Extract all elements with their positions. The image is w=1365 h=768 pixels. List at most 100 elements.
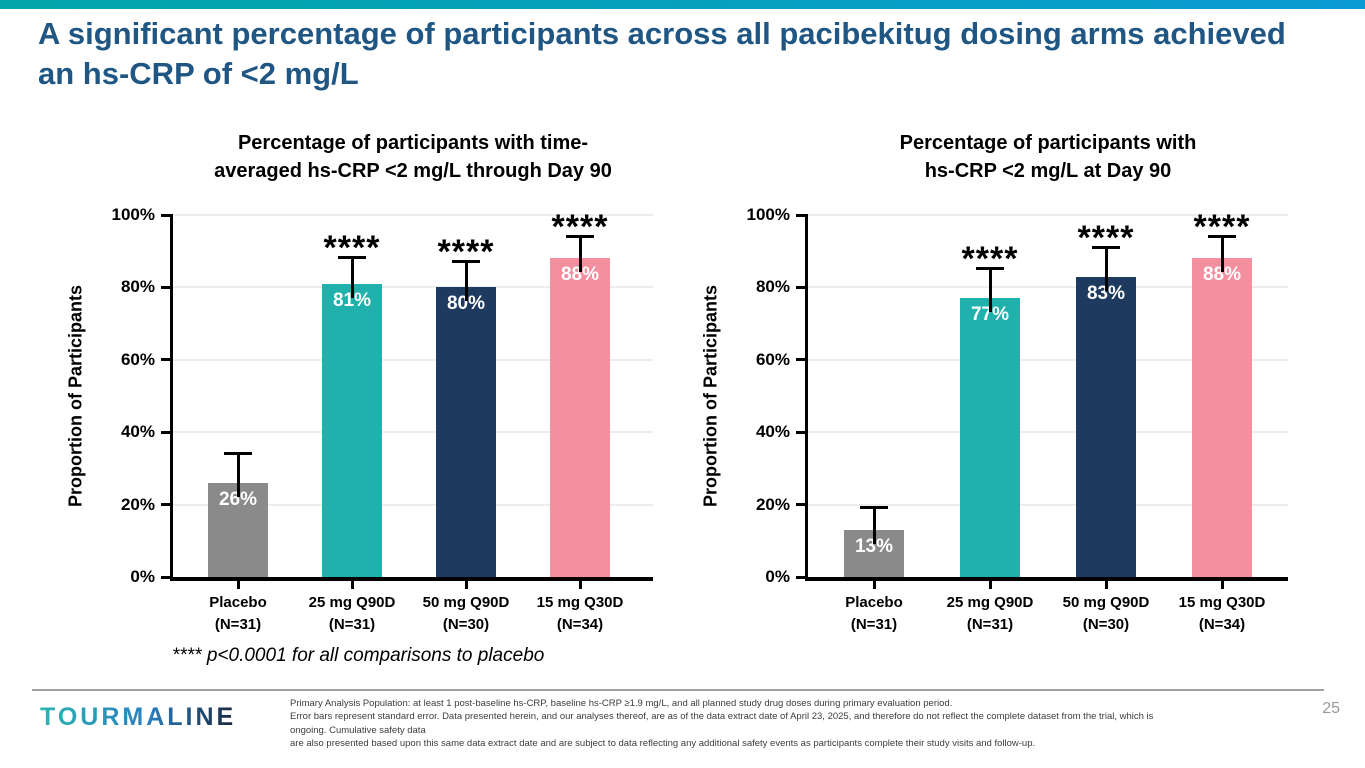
significance-stars: **** xyxy=(961,240,1019,279)
significance-stars: **** xyxy=(323,229,381,268)
x-tick xyxy=(350,581,354,589)
y-tick-label: 40% xyxy=(120,422,155,442)
chart-day-90-plot: Percentage of participants with hs-CRP <… xyxy=(701,132,1288,633)
error-bar-line xyxy=(1104,247,1108,291)
error-bar-line xyxy=(1220,236,1224,273)
x-axis-category-label: Placebo (N=31) xyxy=(804,592,944,636)
x-axis-category-line: Placebo xyxy=(209,594,267,611)
y-tick xyxy=(796,503,808,507)
gridline xyxy=(808,214,1288,216)
x-axis-category-line: 50 mg Q90D xyxy=(422,594,510,611)
chart-title-line: hs-CRP <2 mg/L at Day 90 xyxy=(924,160,1172,182)
disclaimer-line: Error bars represent standard error. Dat… xyxy=(290,711,1154,736)
bar: 81% xyxy=(322,283,382,577)
x-axis-category-label: 50 mg Q90D (N=30) xyxy=(396,592,536,636)
page-number: 25 xyxy=(1322,700,1340,717)
error-bar-cap xyxy=(452,260,480,264)
error-bar-cap xyxy=(1092,245,1120,249)
bar: 88% xyxy=(550,258,610,577)
disclaimer-line: Primary Analysis Population: at least 1 … xyxy=(290,698,953,709)
error-bar-cap xyxy=(224,451,252,455)
y-tick xyxy=(796,575,808,579)
x-axis-category-line: (N=30) xyxy=(1082,615,1130,633)
y-tick xyxy=(796,358,808,362)
chart-title: Percentage of participants with hs-CRP <… xyxy=(738,129,1358,185)
y-tick-label: 60% xyxy=(755,349,790,369)
x-axis-category-line: 25 mg Q90D xyxy=(308,594,396,611)
y-tick-label: 100% xyxy=(111,205,155,224)
y-tick xyxy=(796,430,808,434)
x-axis-category-label: 25 mg Q90D (N=31) xyxy=(920,592,1060,636)
y-tick xyxy=(161,575,173,579)
chart-title-line: Percentage of participants with xyxy=(899,132,1197,154)
gridline xyxy=(173,358,653,361)
significance-text: p<0.0001 for all comparisons to placebo xyxy=(206,645,545,666)
error-bar-line xyxy=(464,262,468,302)
x-axis-category-label: 25 mg Q90D (N=31) xyxy=(282,592,422,636)
error-bar-line xyxy=(578,236,582,273)
x-tick xyxy=(872,581,876,589)
y-axis-title: Proportion of Participants xyxy=(700,284,721,508)
gridline xyxy=(173,503,653,506)
error-bar-cap xyxy=(338,256,366,260)
bar-value-label: 83% xyxy=(1086,282,1126,304)
x-tick xyxy=(578,581,582,589)
error-bar-cap xyxy=(1208,234,1236,238)
x-axis-category-line: 15 mg Q30D xyxy=(1178,594,1266,611)
y-tick-label: 0% xyxy=(130,567,155,586)
gridline xyxy=(808,503,1288,506)
tourmaline-logo: TOURMALINE xyxy=(40,703,237,731)
x-axis-category-label: 50 mg Q90D (N=30) xyxy=(1036,592,1176,636)
gridline xyxy=(808,286,1288,289)
chart-title-line: averaged hs-CRP <2 mg/L through Day 90 xyxy=(214,160,612,182)
gridline xyxy=(173,214,653,216)
gridline xyxy=(808,358,1288,361)
error-bar-line xyxy=(350,258,354,298)
chart-title: Percentage of participants with time- av… xyxy=(103,129,723,185)
y-tick xyxy=(161,503,173,507)
error-bar-cap xyxy=(976,267,1004,271)
bar: 77% xyxy=(960,298,1020,577)
bar-value-label: 80% xyxy=(446,293,486,315)
footer-disclaimer: Primary Analysis Population: at least 1 … xyxy=(290,697,1155,750)
y-tick-label: 80% xyxy=(120,277,155,297)
y-tick xyxy=(161,430,173,434)
x-tick xyxy=(1220,581,1224,589)
bar-value-label: 81% xyxy=(332,289,372,311)
y-tick xyxy=(161,285,173,289)
y-tick-label: 100% xyxy=(746,205,790,224)
y-tick xyxy=(796,213,808,217)
gridline xyxy=(173,431,653,434)
x-axis-category-line: (N=30) xyxy=(442,615,490,633)
y-tick xyxy=(796,285,808,289)
significance-stars: **** xyxy=(1193,207,1251,246)
significance-footnote: **** p<0.0001 for all comparisons to pla… xyxy=(172,645,544,667)
x-axis-category-line: Placebo xyxy=(845,594,903,611)
error-bar-line xyxy=(872,508,876,544)
top-accent-bar xyxy=(0,0,1365,9)
chart-time-averaged-plot: Percentage of participants with time- av… xyxy=(66,132,653,633)
error-bar-cap xyxy=(566,234,594,238)
gridline xyxy=(808,431,1288,434)
x-axis-category-line: (N=34) xyxy=(1198,615,1246,633)
x-tick xyxy=(464,581,468,589)
y-tick-label: 40% xyxy=(755,422,790,442)
bar: 80% xyxy=(436,287,496,577)
slide-title: A significant percentage of participants… xyxy=(38,16,1286,92)
y-tick-label: 80% xyxy=(755,277,790,297)
bar-value-label: 26% xyxy=(218,488,258,510)
x-axis-category-line: (N=31) xyxy=(328,615,376,633)
x-axis-category-label: 15 mg Q30D (N=34) xyxy=(1152,592,1292,636)
bar-value-label: 77% xyxy=(970,304,1010,326)
x-tick xyxy=(988,581,992,589)
error-bar-cap xyxy=(860,506,888,510)
x-axis-category-label: Placebo (N=31) xyxy=(168,592,308,636)
y-tick-label: 20% xyxy=(120,494,155,514)
x-axis-category-line: (N=31) xyxy=(966,615,1014,633)
x-axis-category-line: 15 mg Q30D xyxy=(536,594,624,611)
significance-stars: **** xyxy=(437,233,495,272)
x-tick xyxy=(1104,581,1108,589)
y-tick xyxy=(161,213,173,217)
y-tick-label: 60% xyxy=(120,349,155,369)
